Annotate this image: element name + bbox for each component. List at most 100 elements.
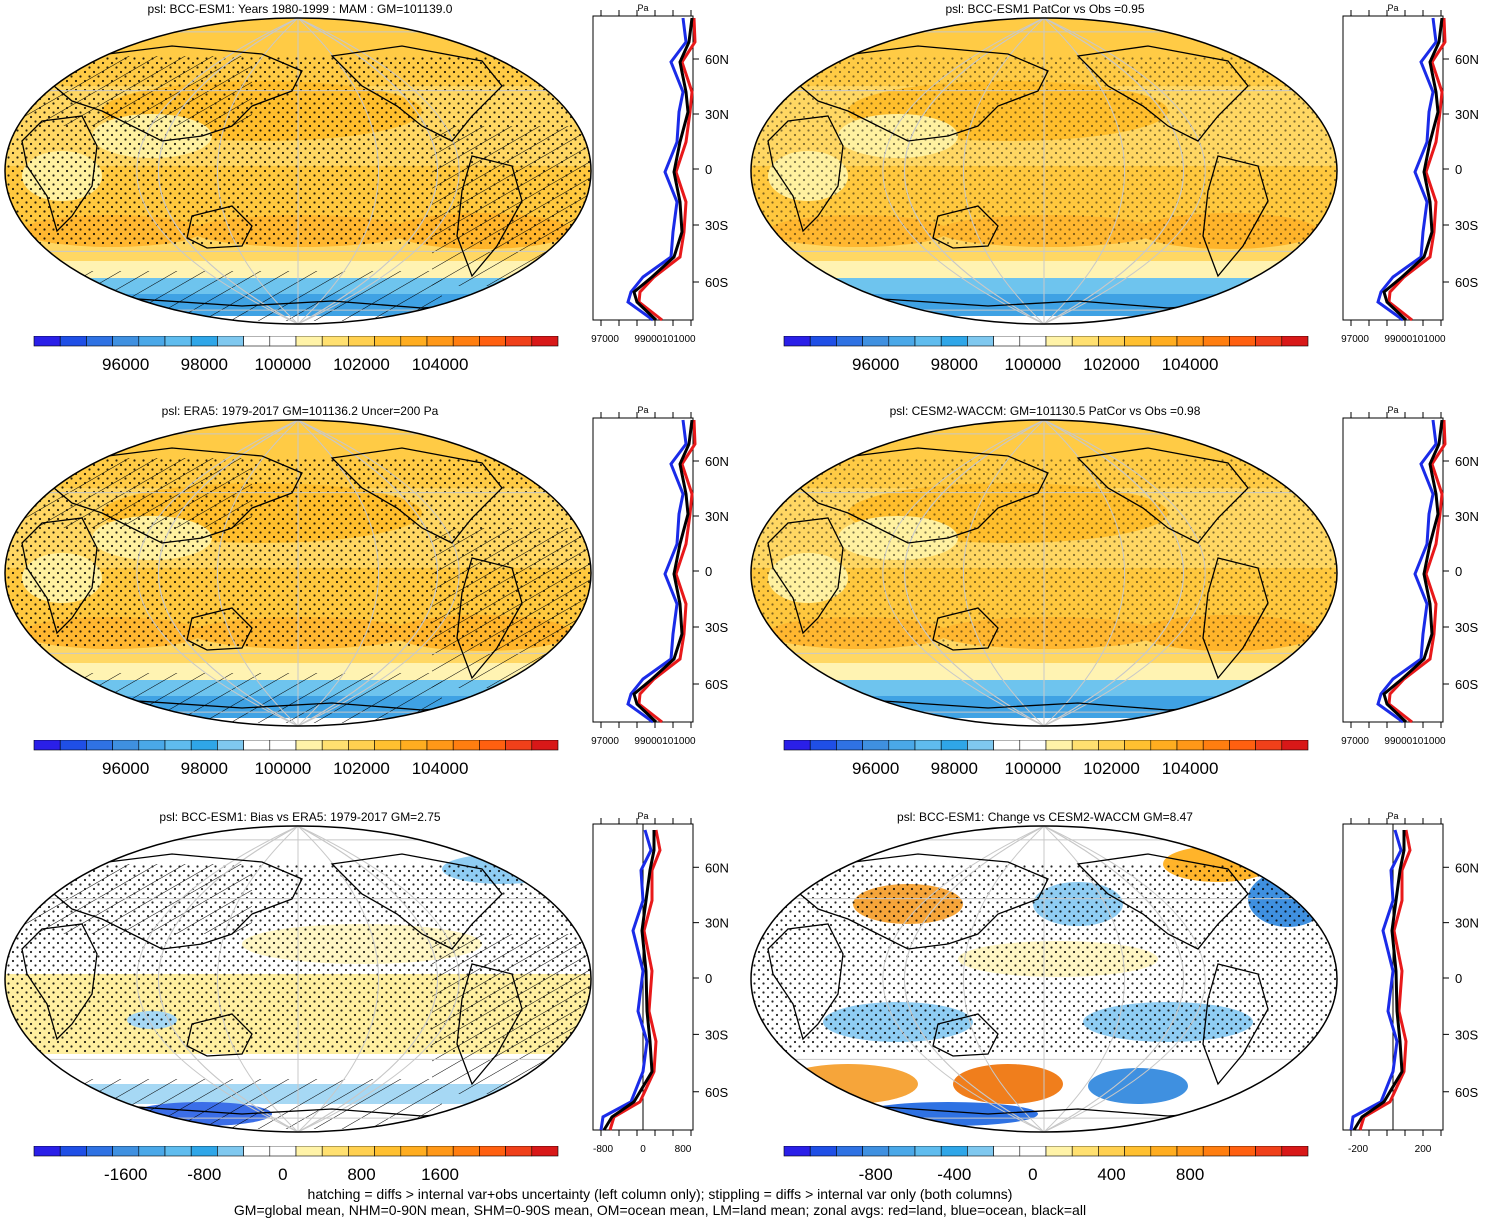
colorbar-segment (809, 740, 837, 751)
colorbar-segment (1281, 336, 1309, 347)
coast-northamerica (330, 45, 503, 142)
colorbar-segment (809, 336, 837, 347)
colorbar-segment (1150, 336, 1178, 347)
colorbar-tick-label: 102000 (333, 355, 390, 374)
colorbar-segment (269, 336, 297, 347)
colorbar-segment (967, 336, 994, 347)
zonal-plot-5: Pa 60N 30N 0 30S 60S -800 0 800 (592, 811, 729, 1155)
panel-title-2: psl: BCC-ESM1 PatCor vs Obs =0.95 (945, 2, 1145, 16)
colorbar-segment (243, 1146, 271, 1157)
colorbar-tick-label: 98000 (931, 759, 978, 778)
colorbar-segment (1098, 1146, 1125, 1157)
zonal-plot-4: Pa 60N 30N 0 30S 60S 97000 99000101000 (1341, 405, 1479, 744)
coast-australia (932, 607, 999, 651)
colorbar-segment (479, 1146, 506, 1157)
zonal-x-label: 97000 (591, 736, 619, 744)
colorbar-segment (138, 336, 166, 347)
colorbar-segment (809, 1146, 837, 1157)
zonal-ocean-curve (1376, 419, 1438, 724)
colorbar-segment (1229, 1146, 1256, 1157)
zonal-lat-label: 30S (705, 218, 728, 233)
colorbar-segment (295, 1146, 323, 1157)
colorbar-segment (217, 336, 244, 347)
colorbar-tick-label: -1600 (104, 1165, 147, 1184)
colorbar-tick-label: 96000 (102, 759, 149, 778)
colorbar-segment (888, 740, 916, 751)
colorbar-segment (1098, 336, 1125, 347)
colorbar-segment (993, 740, 1021, 751)
colorbar-segment (112, 1146, 140, 1157)
zonal-x-label: 99000101000 (634, 736, 696, 744)
colorbar-segment (348, 1146, 375, 1157)
coast-southamerica (1202, 155, 1269, 278)
coast-australia (932, 1013, 999, 1057)
colorbar-segment (295, 740, 323, 751)
coast-eurasia (786, 45, 1049, 142)
colorbar-segment (1176, 740, 1204, 751)
colorbar-tick-label: 104000 (412, 355, 469, 374)
map-outline (4, 17, 592, 325)
colorbar-segment (1150, 740, 1178, 751)
field-anomaly-negative-antarctic (858, 1102, 1038, 1126)
zonal-land-curve (1387, 419, 1447, 724)
coast-africa (767, 115, 844, 233)
colorbar-segment (348, 740, 375, 751)
colorbar-segment (138, 1146, 166, 1157)
coast-northamerica (1076, 447, 1249, 544)
colorbar-segment (164, 1146, 192, 1157)
colorbar-segment (914, 740, 942, 751)
colorbar-tick-label: 0 (278, 1165, 287, 1184)
zonal-unit: Pa (1387, 811, 1398, 821)
colorbar-segment (967, 1146, 994, 1157)
zonal-ocean-curve (599, 829, 653, 1131)
colorbar-segment (1124, 1146, 1152, 1157)
colorbar-segment (1150, 1146, 1178, 1157)
colorbar-segment (783, 336, 811, 347)
colorbar-segment (1071, 1146, 1099, 1157)
colorbar-segment (33, 1146, 61, 1157)
zonal-land-curve (1387, 17, 1447, 322)
zonal-lat-label: 30N (705, 509, 729, 524)
colorbar-tick-label: 102000 (333, 759, 390, 778)
map-outline (4, 419, 592, 727)
colorbar-segment (190, 740, 218, 751)
colorbar-tick-label: 102000 (1083, 355, 1140, 374)
colorbar-segment (1176, 336, 1204, 347)
zonal-x-label: 97000 (591, 334, 619, 342)
colorbar-segment (269, 1146, 297, 1157)
map-panel-3 (4, 419, 592, 727)
colorbar-segment (1045, 336, 1073, 347)
colorbar-tick-label: 800 (1176, 1165, 1204, 1184)
colorbar-tick-label: 96000 (102, 355, 149, 374)
colorbar-segment (1045, 1146, 1073, 1157)
colorbar-segment (33, 740, 61, 751)
colorbar-segment (940, 1146, 968, 1157)
colorbar-segment (1255, 336, 1283, 347)
zonal-lat-label: 60S (705, 275, 728, 290)
zonal-lat-label: 60S (1455, 275, 1478, 290)
zonal-x-label: 0 (640, 1144, 646, 1155)
zonal-x-label: 99000101000 (1384, 334, 1446, 342)
zonal-all-curve (602, 830, 656, 1131)
colorbar-5: -1600 -800 0 800 1600 (33, 1146, 559, 1184)
zonal-lat-label: 60N (705, 860, 729, 875)
zonal-lat-label: 30N (1455, 107, 1479, 122)
map-panel-6 (750, 825, 1338, 1133)
zonal-plot-2: Pa 60N 30N 0 30S 60S 97000 99000101000 (1341, 3, 1479, 342)
colorbar-segment (940, 740, 968, 751)
zonal-x-label: 800 (675, 1144, 692, 1155)
colorbar-1: 96000 98000 100000 102000 104000 (33, 336, 559, 374)
colorbar-2: 96000 98000 100000 102000 104000 (783, 336, 1309, 374)
coast-australia (186, 607, 253, 651)
colorbar-segment (531, 1146, 559, 1157)
colorbar-segment (33, 336, 61, 347)
coast-africa (767, 923, 844, 1041)
zonal-ocean-curve (1349, 829, 1403, 1131)
colorbar-segment (505, 336, 533, 347)
colorbar-segment (59, 336, 87, 347)
colorbar-segment (505, 740, 533, 751)
colorbar-segment (164, 740, 192, 751)
colorbar-segment (783, 1146, 811, 1157)
map-outline (750, 17, 1338, 325)
coast-eurasia (40, 853, 303, 950)
